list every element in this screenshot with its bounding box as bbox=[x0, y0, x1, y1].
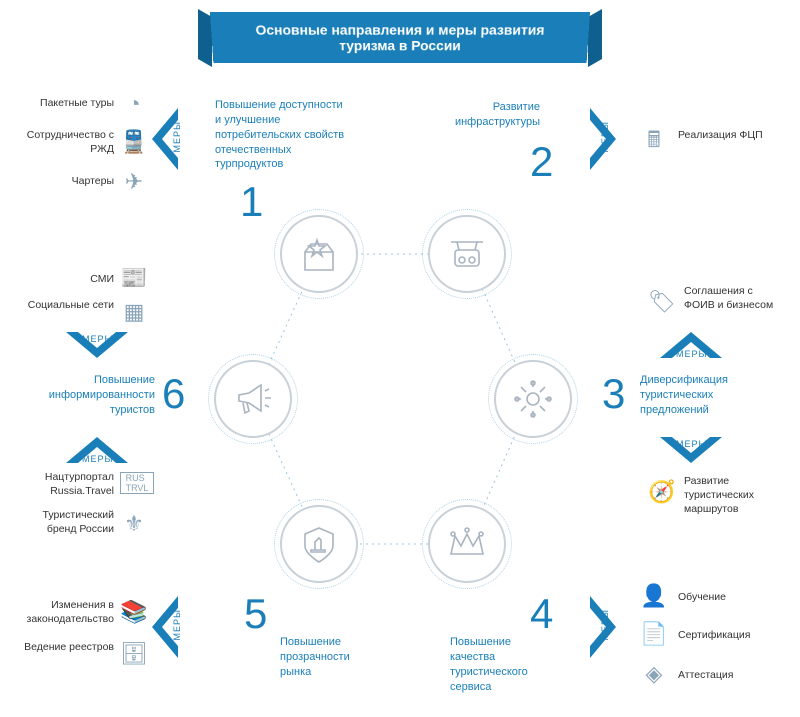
measure-d2-0: Реализация ФЦП bbox=[678, 128, 768, 142]
filebox-icon: 🗄 bbox=[120, 640, 148, 668]
tag-icon: 🏷 bbox=[648, 288, 676, 316]
measure-d1-1: Сотрудничество с РЖД bbox=[22, 128, 114, 156]
num-2: 2 bbox=[530, 138, 553, 186]
measure-d3b-0: Развитие туристических маршрутов bbox=[684, 474, 784, 517]
measure-d6b-0: Нацтурпортал Russia.Travel bbox=[22, 470, 114, 498]
mery-3-top: МЕРЫ bbox=[676, 349, 707, 359]
dir-label-4: Повышение качества туристического сервис… bbox=[450, 635, 545, 694]
node-2 bbox=[428, 215, 506, 293]
node-6 bbox=[214, 360, 292, 438]
compass-icon: 🧭 bbox=[648, 478, 676, 506]
node-1 bbox=[280, 215, 358, 293]
calculator-icon: 🖩 bbox=[640, 128, 668, 156]
dir-label-1: Повышение доступности и улучшение потреб… bbox=[215, 98, 345, 172]
banner-edge-right bbox=[588, 9, 602, 67]
title-line2: туризма в России bbox=[212, 38, 589, 54]
measure-d1-2: Чартеры bbox=[22, 174, 114, 188]
node-3 bbox=[494, 360, 572, 438]
measure-d4-0: Обучение bbox=[678, 590, 778, 604]
num-1: 1 bbox=[240, 178, 263, 226]
russia-travel-icon: RUSTRVL bbox=[120, 472, 154, 494]
num-5: 5 bbox=[244, 590, 267, 638]
dir-label-5: Повышение прозрачности рынка bbox=[280, 635, 370, 680]
mery-6-bot: МЕРЫ bbox=[82, 454, 113, 464]
mery-4: МЕРЫ bbox=[600, 609, 610, 640]
news-icon: 📰 bbox=[120, 264, 148, 292]
plane-icon: ✈ bbox=[120, 168, 148, 196]
measure-d6t-1: Социальные сети bbox=[24, 298, 114, 312]
node-4 bbox=[428, 505, 506, 583]
dir-label-2: Развитие инфраструктуры bbox=[450, 100, 540, 130]
teacher-icon: 👤 bbox=[640, 582, 668, 610]
mery-1: МЕРЫ bbox=[172, 121, 182, 152]
books-icon: 📚 bbox=[120, 598, 148, 626]
num-4: 4 bbox=[530, 590, 553, 638]
mery-5: МЕРЫ bbox=[172, 609, 182, 640]
title-line1: Основные направления и меры развития bbox=[211, 22, 590, 38]
diamond-icon: ◈ bbox=[640, 660, 668, 688]
measure-d4-1: Сертификация bbox=[678, 628, 778, 642]
dir-label-6: Повышение информированности туристов bbox=[30, 373, 155, 418]
measure-d6t-0: СМИ bbox=[44, 272, 114, 286]
grid-icon: ▦ bbox=[120, 298, 148, 326]
num-6: 6 bbox=[162, 370, 185, 418]
measure-d1-0: Пакетные туры bbox=[22, 96, 114, 110]
num-3: 3 bbox=[602, 370, 625, 418]
puzzle-icon: ◔ bbox=[120, 90, 148, 118]
measure-d4-2: Аттестация bbox=[678, 668, 778, 682]
emblem-icon: ⚜ bbox=[120, 510, 148, 538]
measure-d3t-0: Соглашения с ФОИВ и бизнесом bbox=[684, 284, 784, 312]
mery-6-top: МЕРЫ bbox=[82, 334, 113, 344]
document-icon: 📄 bbox=[640, 620, 668, 648]
mery-3-bot: МЕРЫ bbox=[676, 439, 707, 449]
measure-d5-0: Изменения в законодательство bbox=[12, 598, 114, 626]
train-icon: 🚆 bbox=[120, 128, 148, 156]
measure-d6b-1: Туристический бренд России bbox=[22, 508, 114, 536]
dir-label-3: Диверсификация туристических предложений bbox=[640, 373, 770, 418]
node-5 bbox=[280, 505, 358, 583]
measure-d5-1: Ведение реестров bbox=[12, 640, 114, 654]
mery-2: МЕРЫ bbox=[600, 121, 610, 152]
title-banner: Основные направления и меры развития тур… bbox=[210, 12, 590, 63]
